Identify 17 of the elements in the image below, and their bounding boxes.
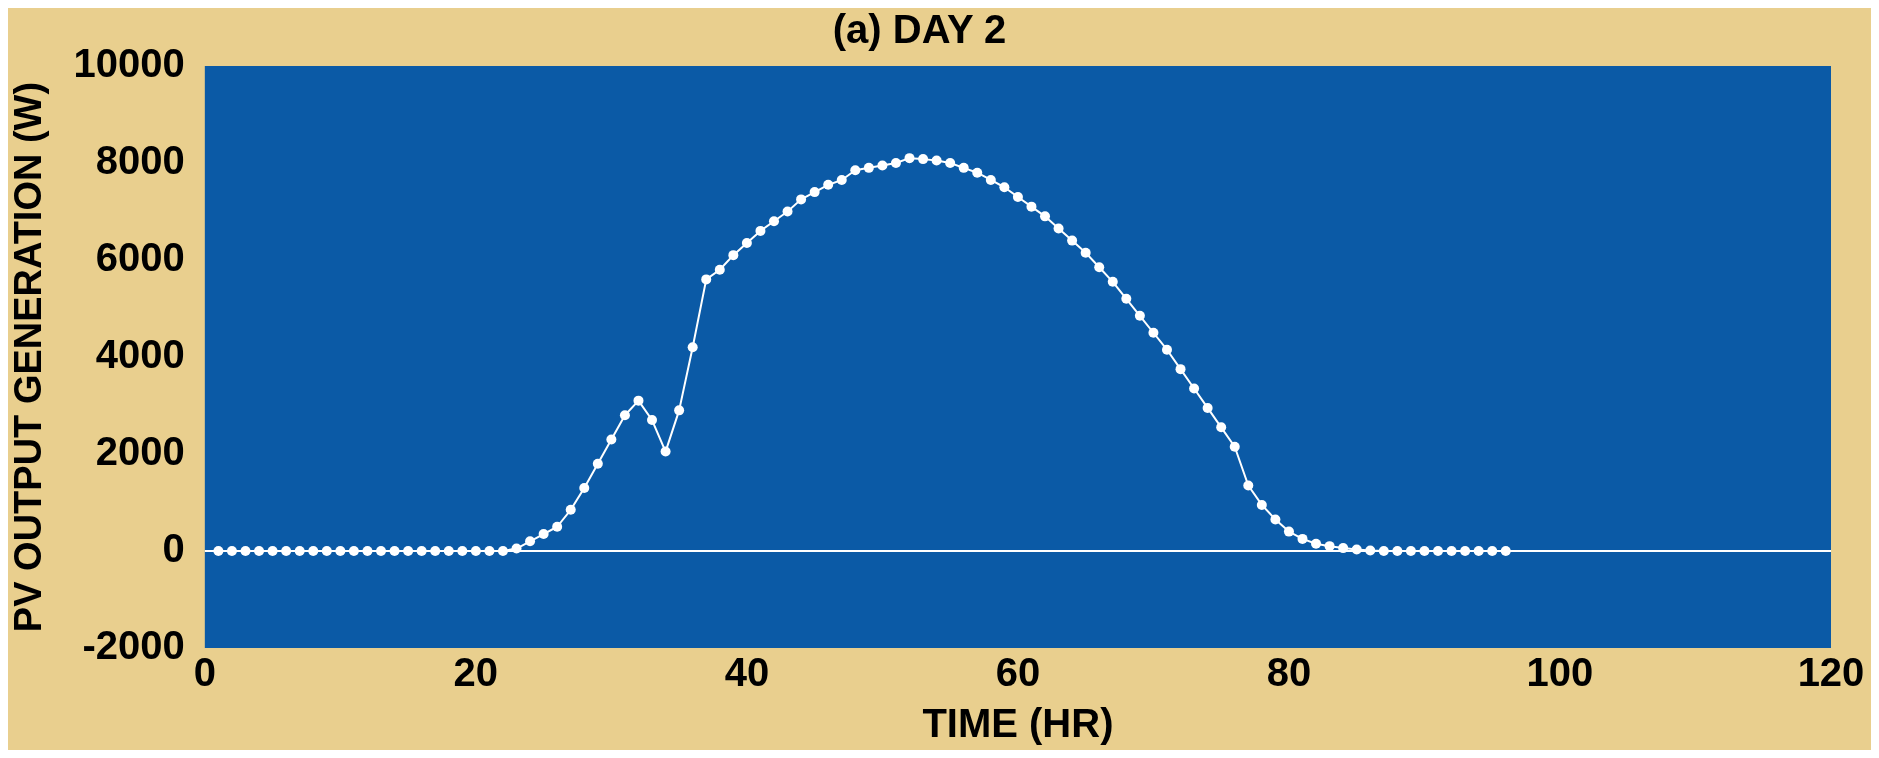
y-tick-label: 8000 (95, 138, 185, 183)
y-tick-label: 4000 (95, 332, 185, 377)
x-axis-title: TIME (HR) (922, 701, 1114, 746)
x-tick-label: 100 (1526, 650, 1594, 695)
x-tick-label: 60 (995, 650, 1041, 695)
x-tick-label: 20 (453, 650, 499, 695)
y-tick-label: -2000 (82, 623, 185, 668)
x-tick-label: 120 (1797, 650, 1865, 695)
x-tick-label: 0 (193, 650, 216, 695)
y-tick-label: 0 (162, 526, 185, 571)
y-tick-label: 2000 (95, 429, 185, 474)
x-tick-label: 40 (724, 650, 770, 695)
y-tick-label: 10000 (73, 41, 185, 86)
y-axis-title: PV OUTPUT GENERATION (W) (7, 81, 50, 633)
x-tick-label: 80 (1266, 650, 1312, 695)
chart-title: (a) DAY 2 (832, 7, 1007, 52)
y-tick-label: 6000 (95, 235, 185, 280)
